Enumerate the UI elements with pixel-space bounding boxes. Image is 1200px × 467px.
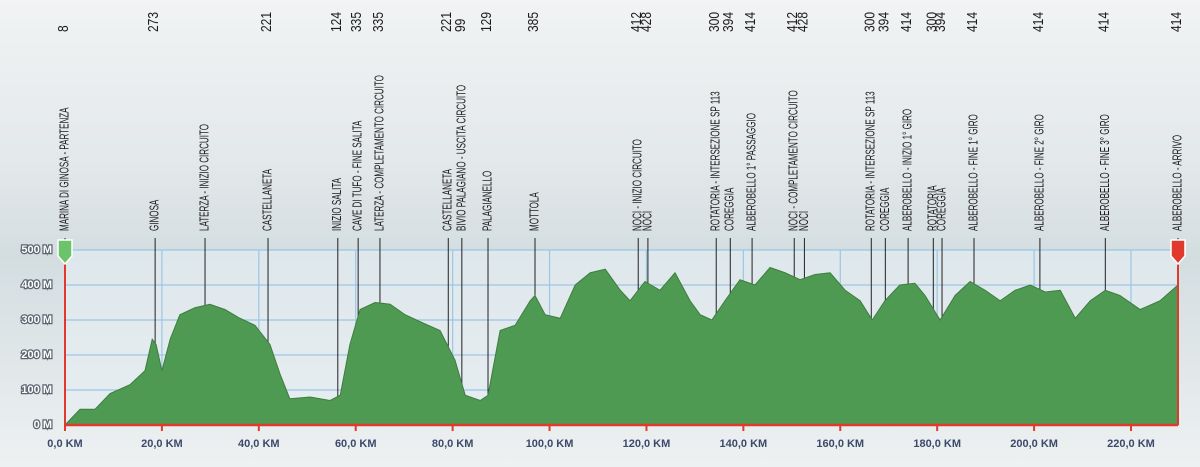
x-tick-label: 60,0 KM	[335, 438, 377, 450]
waypoint-altitude: 99	[452, 19, 469, 32]
waypoint-altitude: 414	[1030, 12, 1047, 32]
x-tick-label: 140,0 KM	[720, 438, 768, 450]
waypoint-altitude: 414	[742, 12, 759, 32]
start-marker	[57, 239, 73, 266]
waypoint-altitude: 221	[438, 12, 455, 32]
waypoint-altitude: 273	[145, 12, 162, 32]
waypoint-altitude: 414	[964, 12, 981, 32]
waypoint-altitude: 335	[348, 12, 365, 32]
waypoint-name: CAVE DI TUFO - FINE SALITA	[351, 120, 365, 231]
waypoint-altitude: 8	[55, 25, 72, 32]
x-tick-label: 200,0 KM	[1010, 438, 1058, 450]
waypoint-altitude: 129	[478, 12, 495, 32]
x-tick-label: 160,0 KM	[816, 438, 864, 450]
waypoint-altitude: 394	[932, 12, 949, 32]
waypoint-name: MOTTOLA	[528, 192, 542, 231]
waypoint-name: NOCI - COMPLETAMENTO CIRCUITO	[787, 90, 801, 231]
waypoint-name: BIVIO PALAGIANO - USCITA CIRCUITO	[454, 85, 468, 231]
x-tick-label: 220,0 KM	[1107, 438, 1155, 450]
waypoint-altitude: 300	[706, 12, 723, 32]
elevation-area	[63, 266, 1179, 426]
waypoint-name: COREGGIA	[935, 187, 949, 231]
waypoint-altitude: 385	[525, 12, 542, 32]
waypoint-altitude: 412	[784, 12, 801, 32]
waypoint-name: ROTATORIA - INTERSEZIONE SP 113	[709, 91, 723, 231]
waypoint-name: ALBEROBELLO - ARRIVO	[1171, 135, 1185, 231]
waypoint-altitude: 394	[875, 12, 892, 32]
waypoint-name: COREGGIA	[878, 187, 892, 231]
y-tick-label: 200 M	[21, 349, 52, 361]
waypoint-name: LATERZA - INIZIO CIRCUITO	[198, 124, 212, 231]
waypoint-name: ALBEROBELLO 1° PASSAGGIO	[745, 113, 759, 231]
waypoint-name: CASTELLANETA	[261, 168, 275, 231]
waypoint-altitude: 412	[628, 12, 645, 32]
waypoint-name: NOCI - INIZIO CIRCUITO	[631, 139, 645, 231]
waypoint-altitude: 428	[638, 12, 655, 32]
waypoint-name: ALBEROBELLO - FINE 1° GIRO	[967, 114, 981, 231]
x-tick-label: 0,0 KM	[47, 438, 82, 450]
waypoint-name: LATERZA - COMPLETAMENTO CIRCUITO	[373, 75, 387, 231]
waypoint-name: PALAGIANELLO	[481, 171, 495, 231]
x-tick-label: 20,0 KM	[141, 438, 183, 450]
y-tick-label: 500 M	[21, 244, 52, 256]
waypoint-altitude: 221	[258, 12, 275, 32]
x-tick-label: 100,0 KM	[526, 438, 574, 450]
waypoint-altitude: 394	[720, 12, 737, 32]
waypoint-name: NOCI	[641, 211, 655, 231]
waypoint-altitude: 414	[1168, 12, 1185, 32]
x-tick-label: 40,0 KM	[238, 438, 280, 450]
waypoint-name: MARINA DI GINOSA - PARTENZA	[58, 107, 72, 231]
waypoint-name: ALBEROBELLO - FINE 2° GIRO	[1033, 114, 1047, 231]
waypoint-altitude: 300	[923, 12, 940, 32]
waypoint-name: ALBEROBELLO - FINE 3° GIRO	[1098, 114, 1112, 231]
x-tick-label: 180,0 KM	[913, 438, 961, 450]
x-tick-label: 120,0 KM	[623, 438, 671, 450]
waypoint-name: GINOSA	[148, 199, 162, 231]
waypoint-altitude: 335	[370, 12, 387, 32]
waypoint-name: ROTATORIA	[926, 185, 940, 231]
waypoint-name: ALBEROBELLO - INIZIO 1° GIRO	[901, 109, 915, 231]
finish-marker	[1170, 239, 1186, 266]
waypoint-altitude: 414	[898, 12, 915, 32]
waypoint-altitude: 300	[861, 12, 878, 32]
y-tick-label: 100 M	[21, 384, 52, 396]
x-tick-label: 80,0 KM	[432, 438, 474, 450]
y-tick-label: 0 M	[34, 419, 52, 431]
waypoint-name: COREGGIA	[723, 187, 737, 231]
waypoint-name: INIZIO SALITA	[330, 177, 344, 231]
waypoint-altitude: 124	[328, 12, 345, 32]
waypoint-altitude: 414	[1095, 12, 1112, 32]
waypoint-name: NOCI	[797, 211, 811, 231]
waypoint-name: ROTATORIA - INTERSEZIONE SP 113	[864, 91, 878, 231]
y-tick-label: 400 M	[21, 279, 52, 291]
waypoint-name: CASTELLANETA	[441, 168, 455, 231]
waypoint-altitude: 428	[794, 12, 811, 32]
y-tick-label: 300 M	[21, 314, 52, 326]
